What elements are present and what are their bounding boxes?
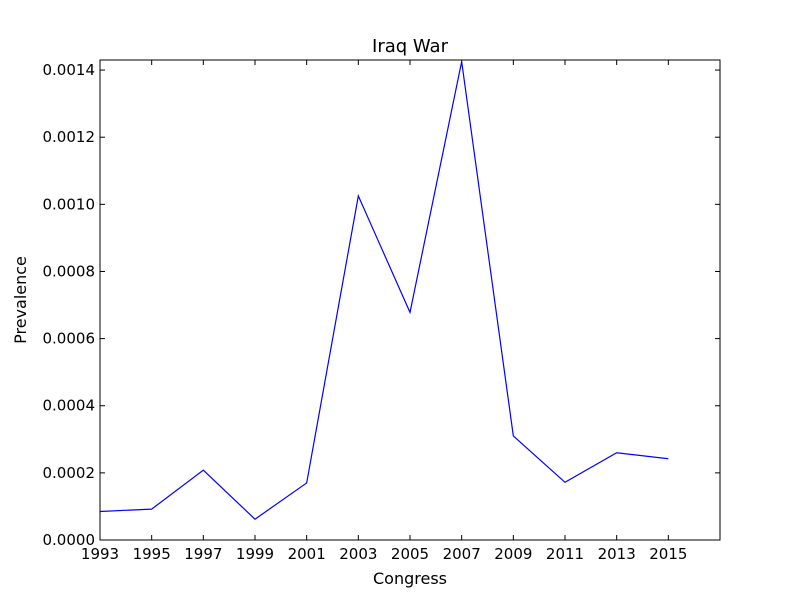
y-tick-label: 0.0000 xyxy=(43,531,96,549)
x-tick-label: 2001 xyxy=(288,545,326,563)
x-tick-label: 1999 xyxy=(236,545,274,563)
x-tick-label: 2013 xyxy=(598,545,636,563)
x-tick-label: 1997 xyxy=(184,545,222,563)
y-tick-label: 0.0002 xyxy=(43,464,96,482)
x-tick-label: 2003 xyxy=(339,545,377,563)
y-tick-label: 0.0006 xyxy=(43,330,96,348)
tick-labels-group: 1993 1995 1997 1999 2001 2003 2005 2007 2009 2011… xyxy=(43,61,688,563)
y-tick-label: 0.0004 xyxy=(43,397,96,415)
x-tick-label: 1993 xyxy=(81,545,119,563)
y-axis-label: Prevalence xyxy=(11,256,30,344)
y-tick-label: 0.0012 xyxy=(43,128,96,146)
x-tick-label: 1995 xyxy=(133,545,171,563)
ticks-group xyxy=(99,60,720,541)
x-tick-label: 2015 xyxy=(649,545,687,563)
x-tick-label: 2007 xyxy=(443,545,481,563)
y-tick-label: 0.0008 xyxy=(43,262,96,280)
y-tick-label: 0.0010 xyxy=(43,195,96,213)
x-tick-label: 2011 xyxy=(546,545,584,563)
x-tick-label: 2005 xyxy=(391,545,429,563)
x-axis-label: Congress xyxy=(373,569,447,588)
chart-title: Iraq War xyxy=(372,36,449,57)
y-tick-label: 0.0014 xyxy=(43,61,96,79)
x-tick-label: 2009 xyxy=(494,545,532,563)
plot-frame xyxy=(99,59,721,541)
series-line xyxy=(99,61,669,520)
